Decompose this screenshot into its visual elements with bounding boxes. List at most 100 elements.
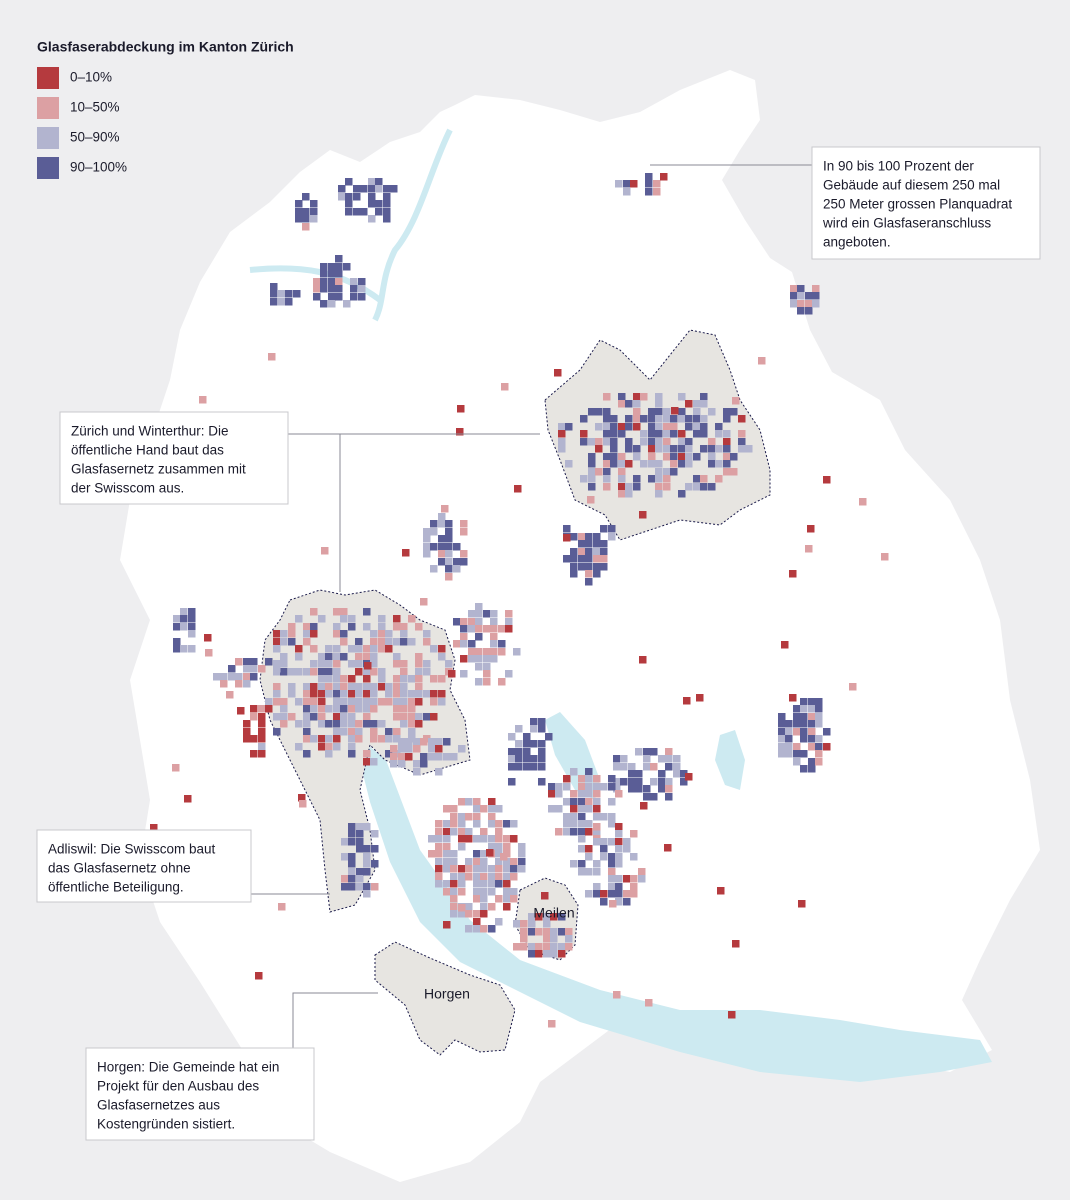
- coverage-cell: [793, 720, 801, 728]
- coverage-cell: [328, 293, 336, 301]
- coverage-cell: [443, 850, 451, 858]
- coverage-cell: [715, 460, 723, 468]
- coverage-cell: [700, 415, 708, 423]
- coverage-cell: [633, 393, 641, 401]
- coverage-cell: [280, 705, 288, 713]
- coverage-cell: [408, 638, 416, 646]
- coverage-cell: [625, 423, 633, 431]
- coverage-cell: [295, 668, 303, 676]
- coverage-cell: [438, 675, 446, 683]
- coverage-cell: [348, 743, 356, 751]
- coverage-cell: [505, 610, 513, 618]
- coverage-cell: [393, 675, 401, 683]
- coverage-cell: [565, 423, 573, 431]
- coverage-cell: [653, 180, 661, 188]
- coverage-cell: [328, 263, 336, 271]
- coverage-cell: [648, 408, 656, 416]
- coverage-cell: [608, 883, 616, 891]
- coverage-cell: [430, 528, 438, 536]
- coverage-cell: [338, 193, 346, 201]
- coverage-cell: [350, 293, 358, 301]
- coverage-cell: [450, 858, 458, 866]
- coverage-cell: [458, 880, 466, 888]
- coverage-cell: [443, 880, 451, 888]
- coverage-cell: [615, 875, 623, 883]
- coverage-cell: [658, 785, 666, 793]
- coverage-cell: [671, 407, 679, 415]
- coverage-cell: [258, 705, 266, 713]
- coverage-cell: [508, 755, 516, 763]
- coverage-cell: [340, 683, 348, 691]
- coverage-cell: [515, 725, 523, 733]
- coverage-cell: [435, 873, 443, 881]
- coverage-cell: [423, 660, 431, 668]
- coverage-cell: [778, 713, 786, 721]
- coverage-cell: [328, 285, 336, 293]
- coverage-cell: [270, 290, 278, 298]
- coverage-cell: [333, 653, 341, 661]
- coverage-cell: [673, 755, 681, 763]
- coverage-cell: [805, 307, 813, 315]
- coverage-cell: [520, 920, 528, 928]
- coverage-cell: [420, 753, 428, 761]
- coverage-cell: [518, 850, 526, 858]
- coverage-cell: [475, 678, 483, 686]
- annotation-box: [59, 411, 289, 505]
- coverage-cell: [295, 208, 303, 216]
- coverage-cell: [480, 828, 488, 836]
- coverage-cell: [600, 838, 608, 846]
- coverage-cell: [585, 828, 593, 836]
- coverage-cell: [378, 735, 386, 743]
- coverage-cell: [280, 713, 288, 721]
- coverage-cell: [398, 760, 406, 768]
- coverage-cell: [303, 698, 311, 706]
- coverage-cell: [443, 865, 451, 873]
- coverage-cell: [633, 400, 641, 408]
- coverage-cell: [685, 415, 693, 423]
- coverage-cell: [295, 743, 303, 751]
- coverage-cell: [548, 805, 556, 813]
- coverage-cell: [445, 660, 453, 668]
- coverage-cell: [328, 300, 336, 308]
- coverage-cell: [443, 858, 451, 866]
- coverage-cell: [415, 720, 423, 728]
- coverage-cell: [415, 698, 423, 706]
- coverage-cell: [655, 483, 663, 491]
- coverage-cell: [325, 660, 333, 668]
- coverage-cell: [618, 393, 626, 401]
- coverage-cell: [310, 660, 318, 668]
- legend-swatch: [37, 97, 59, 119]
- coverage-cell: [320, 270, 328, 278]
- coverage-cell: [393, 615, 401, 623]
- coverage-cell: [383, 185, 391, 193]
- coverage-cell: [423, 668, 431, 676]
- coverage-cell: [593, 860, 601, 868]
- coverage-cell: [465, 903, 473, 911]
- coverage-cell: [468, 610, 476, 618]
- coverage-cell: [535, 913, 543, 921]
- coverage-cell: [273, 638, 281, 646]
- coverage-cell: [808, 765, 816, 773]
- coverage-cell: [298, 794, 306, 802]
- coverage-cell: [515, 740, 523, 748]
- coverage-cell: [633, 475, 641, 483]
- coverage-cell: [730, 453, 738, 461]
- coverage-cell: [295, 720, 303, 728]
- coverage-cell: [670, 460, 678, 468]
- coverage-cell: [618, 453, 626, 461]
- coverage-cell: [483, 678, 491, 686]
- coverage-cell: [503, 865, 511, 873]
- coverage-cell: [310, 623, 318, 631]
- coverage-cell: [785, 735, 793, 743]
- coverage-cell: [595, 438, 603, 446]
- coverage-cell: [393, 705, 401, 713]
- coverage-cell: [548, 783, 556, 791]
- coverage-cell: [273, 660, 281, 668]
- coverage-cell: [618, 430, 626, 438]
- coverage-cell: [593, 570, 601, 578]
- coverage-cell: [393, 713, 401, 721]
- coverage-cell: [723, 408, 731, 416]
- coverage-cell: [338, 185, 346, 193]
- coverage-cell: [715, 423, 723, 431]
- coverage-cell: [458, 904, 466, 912]
